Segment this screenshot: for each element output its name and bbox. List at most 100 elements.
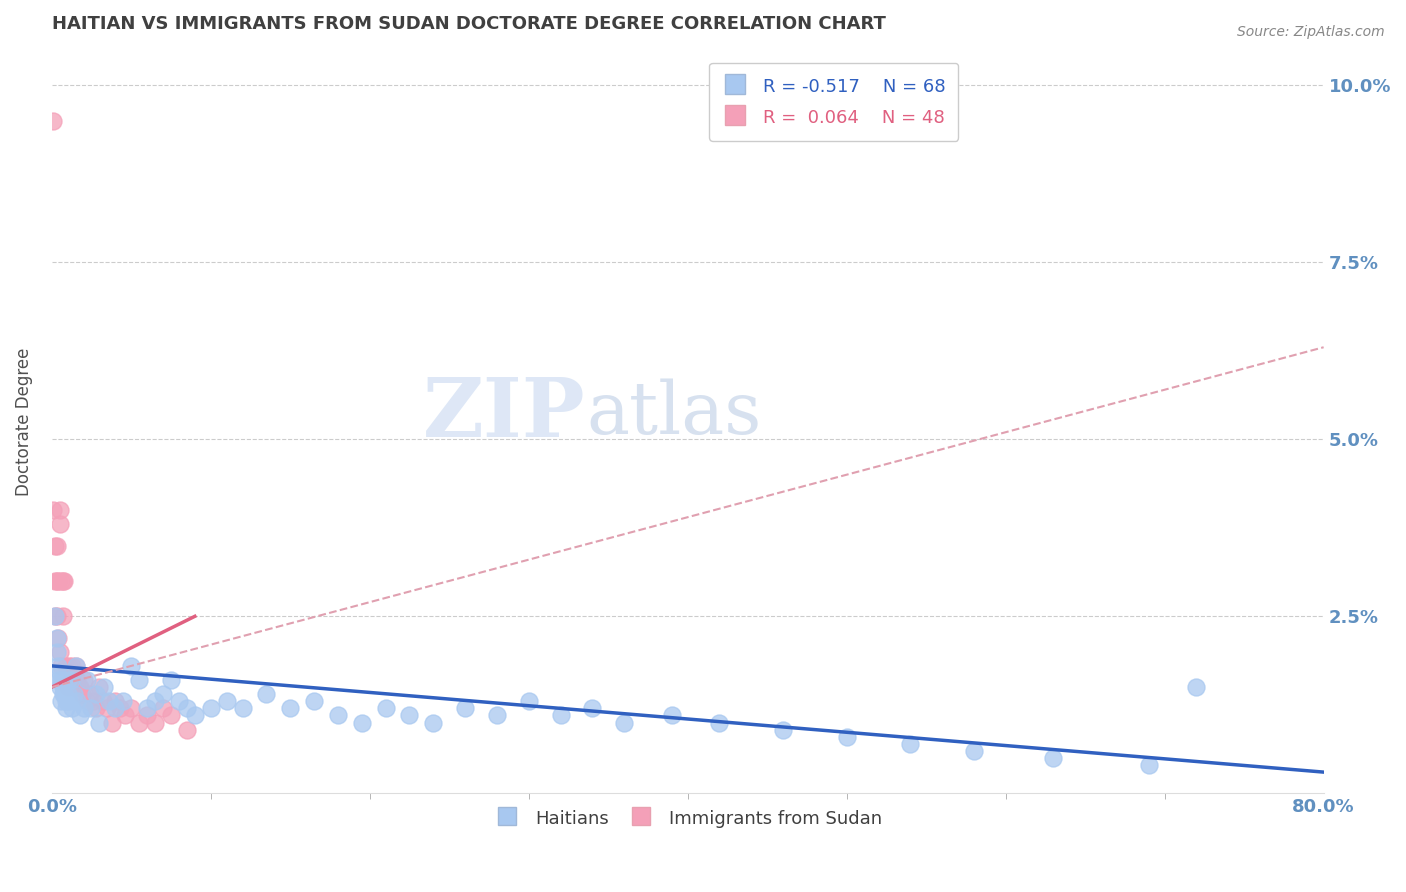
Point <box>104 694 127 708</box>
Point <box>63 680 86 694</box>
Point <box>84 687 107 701</box>
Point <box>66 673 89 687</box>
Point <box>69 708 91 723</box>
Point <box>215 694 238 708</box>
Point <box>661 708 683 723</box>
Point <box>65 659 87 673</box>
Point <box>176 723 198 737</box>
Point <box>46 631 69 645</box>
Point <box>46 673 69 687</box>
Point <box>45 574 67 588</box>
Point <box>581 701 603 715</box>
Point <box>120 701 142 715</box>
Point <box>108 701 131 715</box>
Text: atlas: atlas <box>586 379 761 450</box>
Point <box>45 645 67 659</box>
Point <box>550 708 572 723</box>
Point <box>48 517 70 532</box>
Point <box>128 673 150 687</box>
Legend: Haitians, Immigrants from Sudan: Haitians, Immigrants from Sudan <box>486 800 889 837</box>
Point <box>59 673 82 687</box>
Point <box>517 694 540 708</box>
Point <box>44 609 66 624</box>
Point <box>45 631 67 645</box>
Point <box>374 701 396 715</box>
Point <box>143 715 166 730</box>
Point <box>1137 758 1160 772</box>
Point <box>56 680 79 694</box>
Point <box>152 701 174 715</box>
Point <box>66 694 89 708</box>
Point <box>67 680 90 694</box>
Point <box>46 659 69 673</box>
Point <box>58 694 80 708</box>
Point <box>51 574 73 588</box>
Point <box>59 673 82 687</box>
Text: ZIP: ZIP <box>423 374 586 454</box>
Point <box>72 701 94 715</box>
Point <box>120 659 142 673</box>
Point <box>613 715 636 730</box>
Text: Source: ZipAtlas.com: Source: ZipAtlas.com <box>1237 25 1385 39</box>
Text: HAITIAN VS IMMIGRANTS FROM SUDAN DOCTORATE DEGREE CORRELATION CHART: HAITIAN VS IMMIGRANTS FROM SUDAN DOCTORA… <box>52 15 886 33</box>
Point <box>46 574 69 588</box>
Point <box>184 708 207 723</box>
Point <box>53 687 76 701</box>
Point <box>62 659 84 673</box>
Point <box>160 708 183 723</box>
Point <box>80 701 103 715</box>
Point <box>326 708 349 723</box>
Point <box>963 744 986 758</box>
Point <box>72 673 94 687</box>
Point <box>709 715 731 730</box>
Point <box>52 574 75 588</box>
Point <box>835 730 858 744</box>
Point <box>143 694 166 708</box>
Point <box>231 701 253 715</box>
Point <box>45 609 67 624</box>
Point <box>454 701 477 715</box>
Point <box>254 687 277 701</box>
Point <box>96 701 118 715</box>
Point <box>70 687 93 701</box>
Point <box>58 659 80 673</box>
Point <box>53 574 76 588</box>
Point <box>167 694 190 708</box>
Point <box>76 694 98 708</box>
Point <box>104 701 127 715</box>
Point <box>69 680 91 694</box>
Point <box>51 673 73 687</box>
Point <box>56 673 79 687</box>
Point <box>48 503 70 517</box>
Point <box>62 701 84 715</box>
Point <box>48 645 70 659</box>
Point <box>79 687 101 701</box>
Point <box>48 680 70 694</box>
Point <box>152 687 174 701</box>
Point <box>101 715 124 730</box>
Point <box>45 539 67 553</box>
Point <box>1042 751 1064 765</box>
Point <box>772 723 794 737</box>
Point <box>278 701 301 715</box>
Point <box>55 659 77 673</box>
Point <box>42 113 65 128</box>
Point <box>91 694 114 708</box>
Point <box>76 673 98 687</box>
Point <box>82 694 104 708</box>
Point <box>98 694 121 708</box>
Point <box>176 701 198 715</box>
Point <box>52 687 75 701</box>
Y-axis label: Doctorate Degree: Doctorate Degree <box>15 347 32 496</box>
Point <box>160 673 183 687</box>
Point <box>51 659 73 673</box>
Point <box>112 694 135 708</box>
Point <box>55 694 77 708</box>
Point <box>398 708 420 723</box>
Point <box>93 680 115 694</box>
Point <box>48 665 70 680</box>
Point <box>52 680 75 694</box>
Point <box>114 708 136 723</box>
Point <box>485 708 508 723</box>
Point <box>1185 680 1208 694</box>
